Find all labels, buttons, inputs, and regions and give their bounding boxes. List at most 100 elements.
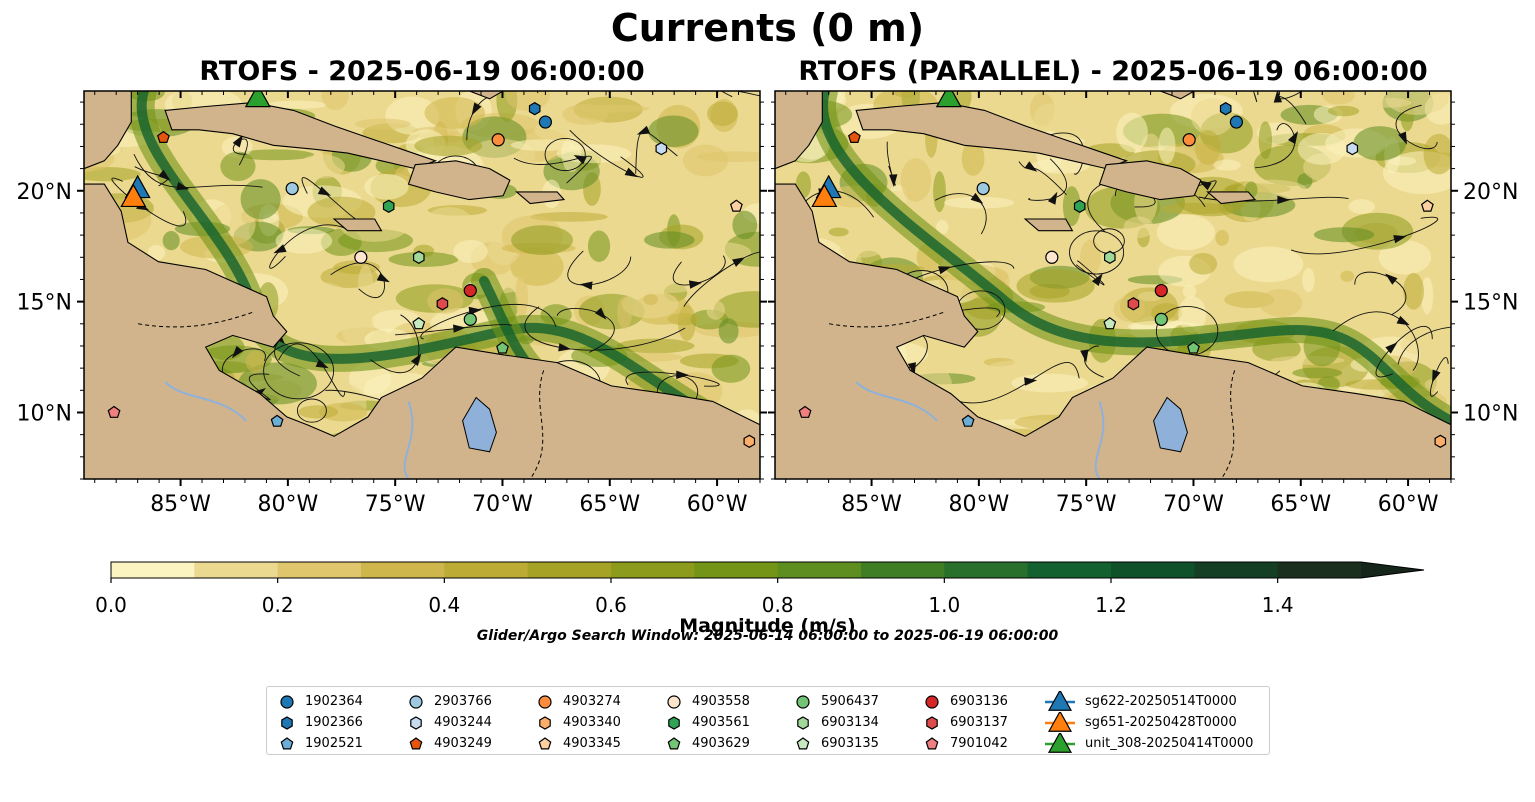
marker-4903345: [1420, 199, 1434, 212]
y-tick-label: 10°N: [17, 401, 72, 426]
legend-label: 1902366: [305, 715, 363, 730]
legend-marker-hexagon: [410, 716, 422, 730]
legend-marker-pentagon: [667, 737, 681, 750]
right-map-panel: 85°W 80°W 75°W 70°W 65°W 60°W 10°N 15°N 20°N: [768, 90, 1518, 517]
legend-label: 4903345: [563, 736, 621, 751]
legend-triangle: [1047, 691, 1073, 711]
colorbar-bin: [694, 562, 779, 578]
marker-sg651-20250428T0000: [811, 183, 838, 208]
legend-label: sg622-20250514T0000: [1085, 694, 1237, 709]
right-panel-title: RTOFS (PARALLEL) - 2025-06-19 06:00:00: [798, 56, 1428, 87]
legend-item-sg651-20250428T0000: sg651-20250428T0000: [1045, 712, 1253, 733]
colorbar-bin: [1194, 562, 1279, 578]
colorbar-bin: [277, 562, 362, 578]
legend-item-2903766: 2903766: [408, 691, 492, 712]
colorbar-extend-arrow: [1361, 562, 1424, 578]
legend-label: 4903629: [692, 736, 750, 751]
lake: [462, 396, 497, 453]
x-tick-label: 85°W: [841, 492, 902, 517]
marker-4903629: [496, 341, 509, 354]
x-tick-label: 70°W: [1163, 492, 1224, 517]
marker-1902521: [270, 414, 284, 427]
marker-unit_308-20250414T0000: [935, 91, 962, 108]
legend-label: 6903135: [821, 736, 879, 751]
y-tick-label: 15°N: [17, 291, 72, 316]
marker-1902521: [961, 414, 975, 427]
colorbar-bin: [194, 562, 279, 578]
figure-title: Currents (0 m): [610, 6, 925, 50]
colorbar-label: Magnitude (m/s): [679, 615, 856, 637]
legend-item-6903136: 6903136: [924, 691, 1008, 712]
marker-4903558: [354, 250, 368, 264]
colorbar-bin: [527, 562, 612, 578]
legend-item-4903340: 4903340: [537, 712, 621, 733]
lake: [1153, 396, 1188, 453]
x-tick-label: 70°W: [472, 492, 533, 517]
marker-2903766: [976, 181, 990, 196]
platform-markers: [107, 91, 756, 448]
marker-4903249: [156, 130, 170, 143]
legend-marker-hexagon: [539, 716, 551, 730]
colorbar-bin: [944, 562, 1029, 578]
legend-item-1902521: 1902521: [279, 733, 363, 754]
legend-item-6903137: 6903137: [924, 712, 1008, 733]
legend-item-7901042: 7901042: [924, 733, 1008, 754]
marker-6903135: [412, 317, 426, 330]
colorbar-tick-label: 0.4: [428, 593, 460, 615]
legend-item-4903561: 4903561: [666, 712, 750, 733]
marker-1902364: [538, 115, 552, 129]
colorbar-bin: [1027, 562, 1112, 578]
colorbar-tick-label: 0.0: [95, 593, 127, 615]
axis-ticks: [77, 91, 767, 486]
x-tick-label: 65°W: [579, 492, 640, 517]
legend-marker-hexagon: [797, 716, 809, 730]
marker-4903345: [729, 199, 743, 212]
colorbar-bin: [1277, 562, 1362, 578]
legend-item-4903629: 4903629: [666, 733, 750, 754]
legend-item-5906437: 5906437: [795, 691, 879, 712]
legend-label: 2903766: [434, 694, 492, 709]
marker-6903135: [1103, 317, 1117, 330]
legend-symbol: [538, 695, 552, 709]
land: [775, 91, 1451, 479]
legend-marker-pentagon: [409, 737, 423, 750]
x-tick-label: 85°W: [150, 492, 211, 517]
marker-4903561: [382, 199, 395, 213]
legend-label: 6903136: [950, 694, 1008, 709]
legend-item-4903558: 4903558: [666, 691, 750, 712]
colorbar-bin: [111, 562, 195, 578]
marker-6903137: [1127, 297, 1140, 311]
colorbar-bin: [611, 562, 695, 578]
marker-4903558: [1045, 250, 1059, 264]
marker-6903134: [413, 250, 425, 264]
marker-5906437: [463, 312, 477, 326]
legend-item-6903134: 6903134: [795, 712, 879, 733]
legend-marker-hexagon: [668, 716, 680, 730]
legend-label: 6903134: [821, 715, 879, 730]
axis-ticks: [768, 91, 1458, 486]
legend-label: 4903244: [434, 715, 492, 730]
legend-marker-circle: [796, 695, 810, 709]
marker-4903629: [1187, 341, 1200, 354]
x-tick-label: 75°W: [365, 492, 426, 517]
legend-marker-triangle: [1045, 691, 1075, 711]
x-tick-label: 80°W: [257, 492, 318, 517]
marker-4903244: [655, 141, 668, 156]
legend-item-4903244: 4903244: [408, 712, 492, 733]
legend-symbol: [796, 737, 810, 750]
legend-symbol: [926, 716, 938, 730]
legend-marker-circle: [409, 695, 423, 709]
legend-label: 4903249: [434, 736, 492, 751]
legend-item-4903345: 4903345: [537, 733, 621, 754]
legend-symbol: [409, 737, 423, 750]
legend-symbol: [409, 695, 423, 709]
y-tick-label: 10°N: [1463, 401, 1518, 426]
marker-4903274: [1182, 133, 1196, 147]
colorbar-bin: [444, 562, 529, 578]
colorbar-bin: [361, 562, 445, 578]
legend-symbol: [925, 737, 939, 750]
legend-item-4903249: 4903249: [408, 733, 492, 754]
platform-markers: [798, 91, 1447, 448]
marker-sg651-20250428T0000: [120, 183, 147, 208]
marker-6903134: [1104, 250, 1116, 264]
